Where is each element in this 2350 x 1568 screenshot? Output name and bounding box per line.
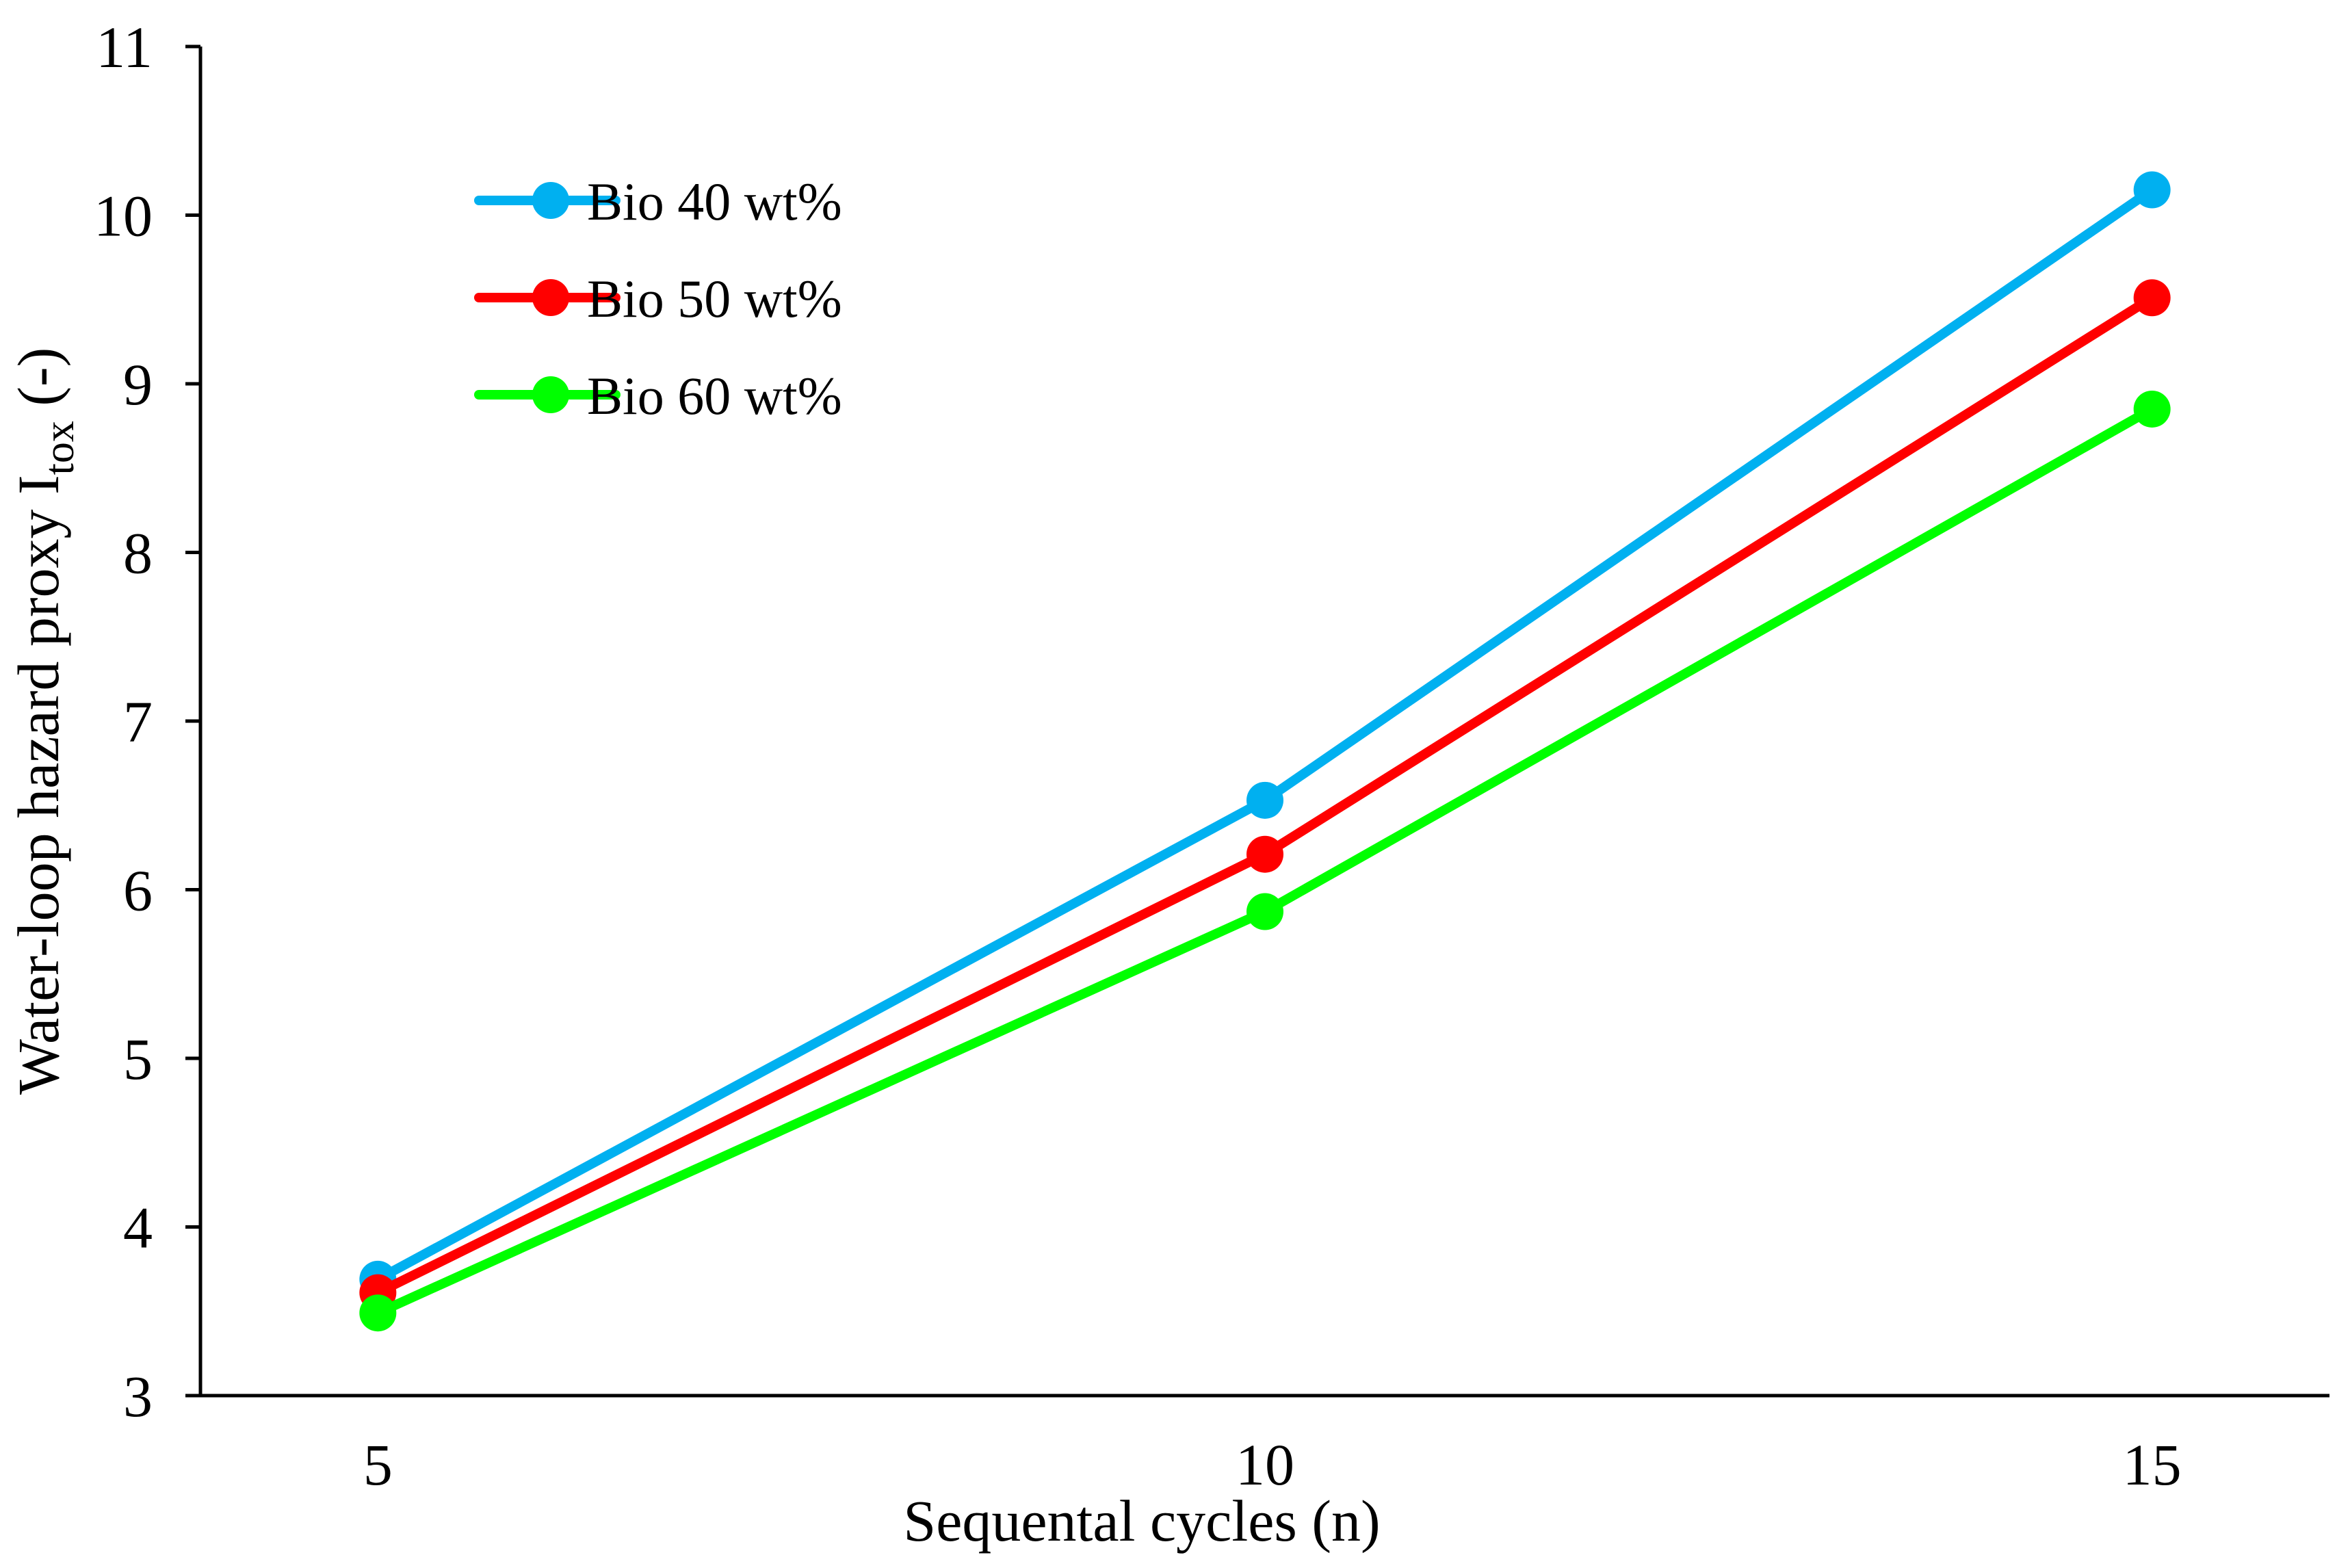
y-tick-label: 5: [123, 1026, 153, 1092]
legend-entry: Bio 50 wt%: [474, 269, 842, 328]
legend: Bio 40 wt% Bio 50 wt% Bio 60 wt%: [474, 172, 842, 426]
legend-swatch-marker: [532, 279, 569, 316]
x-tick-label: 15: [2123, 1432, 2182, 1498]
legend-swatch-marker: [532, 182, 569, 219]
data-point: [1246, 835, 1283, 873]
data-point: [2133, 171, 2171, 209]
y-tick-label: 7: [123, 689, 153, 755]
y-axis-title: Water-loop hazard proxy Itox (-): [5, 348, 83, 1095]
y-tick-label: 11: [96, 14, 153, 80]
y-axis-title-main: Water-loop hazard proxy I: [5, 475, 71, 1095]
data-point: [1246, 781, 1283, 819]
y-axis-title-suffix: (-): [5, 348, 71, 421]
legend-entry: Bio 40 wt%: [474, 172, 842, 231]
x-tick-label: 10: [1236, 1432, 1294, 1498]
y-tick-label: 9: [123, 352, 153, 417]
series-group: [359, 171, 2171, 1332]
y-tick-label: 10: [94, 183, 153, 249]
data-point: [2133, 390, 2171, 428]
y-axis-title-subscript: tox: [36, 421, 83, 475]
series-3: [359, 390, 2171, 1332]
axes: 3 4 5 6 7 8 9 10 11 5 10 15: [94, 14, 2329, 1498]
series-line: [373, 185, 2157, 1284]
series-1: [359, 171, 2171, 1298]
legend-label: Bio 60 wt%: [587, 366, 842, 426]
x-axis-title: Sequental cycles (n): [903, 1488, 1380, 1554]
data-point: [1246, 893, 1283, 930]
legend-label: Bio 50 wt%: [587, 269, 842, 328]
legend-entry: Bio 60 wt%: [474, 366, 842, 426]
y-tick-label: 6: [123, 858, 153, 924]
y-tick-label: 8: [123, 521, 153, 586]
legend-label: Bio 40 wt%: [587, 172, 842, 231]
data-point: [359, 1294, 397, 1332]
y-tick-label: 4: [123, 1195, 153, 1261]
legend-swatch-marker: [532, 376, 569, 413]
x-tick-label: 5: [363, 1432, 393, 1498]
data-point: [2133, 279, 2171, 317]
y-tick-label: 3: [123, 1363, 153, 1429]
